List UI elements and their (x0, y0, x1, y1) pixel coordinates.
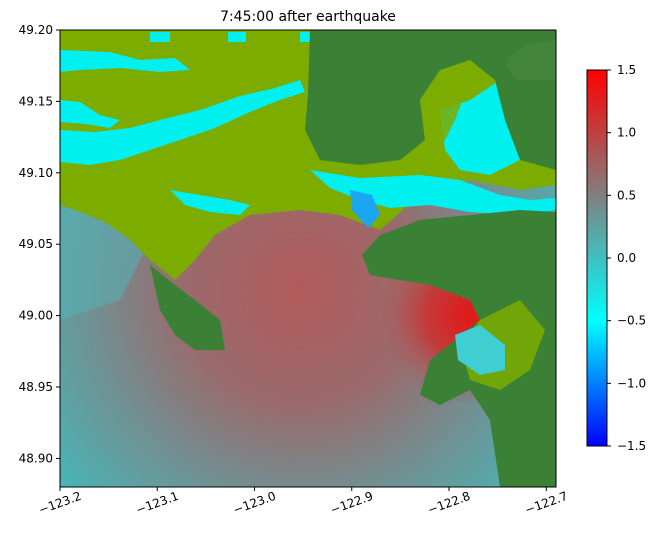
y-tick-label: 49.10 (19, 166, 53, 180)
heatmap-field (60, 30, 556, 487)
y-tick-label: 48.90 (19, 451, 53, 465)
colorbar-tick-label: 0.0 (617, 251, 636, 265)
y-axis: 48.90 48.95 49.00 49.05 49.10 49.15 49.20 (19, 23, 60, 465)
colorbar-tick-label: −0.5 (617, 314, 646, 328)
x-tick-label: −122.8 (426, 489, 473, 517)
y-tick-label: 48.95 (19, 380, 53, 394)
plot-frame (59, 29, 557, 488)
colorbar-tick-label: −1.5 (617, 439, 646, 453)
x-tick-label: −123.2 (37, 489, 84, 517)
x-tick-label: −123.0 (231, 489, 278, 517)
colorbar-axis: −1.5 −1.0 −0.5 0.0 0.5 1.0 1.5 (607, 63, 646, 453)
y-tick-label: 49.05 (19, 237, 53, 251)
flooded-land (60, 32, 556, 228)
colorbar-tick-label: 0.5 (617, 188, 636, 202)
chart-title: 7:45:00 after earthquake (220, 9, 396, 25)
x-axis: −123.2 −123.1 −123.0 −122.9 −122.8 −122.7 (37, 487, 570, 517)
x-tick-label: −122.7 (523, 489, 570, 517)
y-tick-label: 49.20 (19, 23, 53, 37)
colorbar-tick-label: 1.0 (617, 126, 636, 140)
x-tick-label: −122.9 (328, 489, 375, 517)
inner-basin (455, 325, 505, 375)
colorbar (586, 69, 608, 447)
upland (150, 30, 556, 487)
y-tick-label: 49.15 (19, 94, 53, 108)
x-tick-label: −123.1 (134, 489, 181, 517)
y-tick-label: 49.00 (19, 309, 53, 323)
colorbar-tick-label: 1.5 (617, 63, 636, 77)
colorbar-tick-label: −1.0 (617, 376, 646, 390)
